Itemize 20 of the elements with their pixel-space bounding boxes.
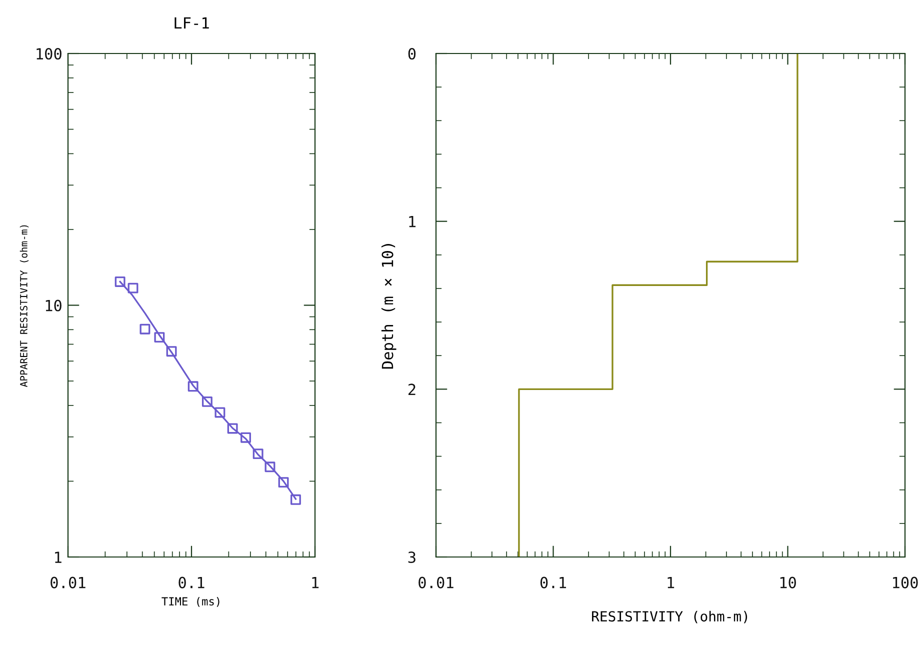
y-tick-label: 1 [409,216,416,228]
x-axis-title: TIME (ms) [162,596,220,607]
x-tick-label: 10 [780,576,796,588]
y-tick-label: 1 [55,552,62,563]
x-tick-label: 1 [668,576,674,588]
y-tick-label: 0 [408,48,416,60]
y-axis-title: APPARENT RESISTIVITY (ohm-m) [20,225,29,388]
y-tick-label: 2 [408,384,416,396]
x-tick-label: 0.01 [50,576,86,588]
x-tick-label: 0.01 [418,576,454,588]
x-axis-title: RESISTIVITY (ohm-m) [592,610,748,624]
x-tick-label: 0.1 [540,576,566,588]
x-tick-label: 0.1 [178,576,204,588]
y-tick-label: 10 [46,300,62,312]
y-axis-title: Depth (m × 10) [381,244,396,369]
y-tick-label: 100 [36,48,62,60]
y-tick-label: 3 [408,552,416,564]
x-tick-label: 1 [312,576,319,588]
x-tick-label: 100 [893,576,918,588]
chart-title: LF-1 [174,17,209,28]
